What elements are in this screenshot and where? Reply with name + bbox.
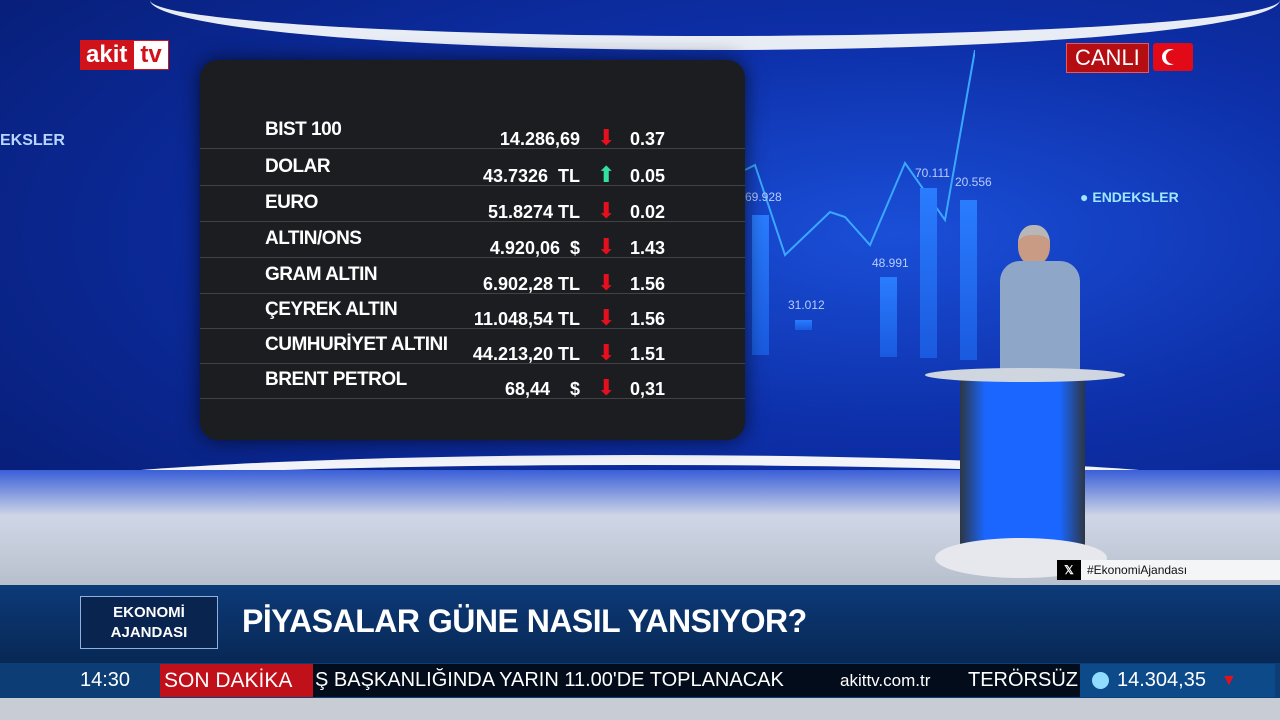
arrow-down-icon: ⬇	[597, 340, 616, 365]
x-logo-icon: 𝕏	[1057, 560, 1081, 580]
market-row: EURO 51.8274 TL ⬇ 0.02	[200, 188, 745, 222]
logo-text-right: tv	[133, 40, 169, 70]
wall-label-left: EKSLER	[0, 132, 65, 149]
instrument-change: 1.43	[630, 238, 666, 258]
market-row: CUMHURİYET ALTINI 44.213,20 TL ⬇ 1.51	[200, 330, 745, 364]
instrument-value: 51.8274 TL	[487, 202, 580, 222]
market-row: BRENT PETROL 68,44 $ ⬇ 0,31	[200, 365, 745, 399]
instrument-name: ALTIN/ONS	[265, 228, 362, 249]
wall-bar-label: 48.991	[872, 256, 909, 270]
ticker-website: akittv.com.tr	[840, 671, 931, 690]
index-box: 14.304,35 ▼	[1080, 664, 1275, 697]
desk-pedestal	[960, 380, 1085, 550]
instrument-name: BIST 100	[265, 119, 342, 140]
index-down-arrow-icon: ▼	[1221, 672, 1237, 689]
program-box: EKONOMİ AJANDASI	[80, 596, 218, 649]
market-row: ALTIN/ONS 4.920,06 $ ⬇ 1.43	[200, 224, 745, 258]
instrument-value: 44.213,20 TL	[472, 344, 580, 364]
wall-bar	[795, 320, 812, 330]
instrument-value: 6.902,28 TL	[482, 274, 580, 294]
lower-third: EKONOMİ AJANDASI PİYASALAR GÜNE NASIL YA…	[0, 585, 1280, 663]
instrument-value: 11.048,54 TL	[473, 309, 580, 329]
instrument-change: 0,31	[630, 379, 666, 399]
floor-light-band	[0, 455, 1280, 495]
instrument-name: CUMHURİYET ALTINI	[265, 334, 448, 355]
arrow-down-icon: ⬇	[597, 270, 616, 295]
arrow-down-icon: ⬇	[597, 198, 616, 223]
arrow-down-icon: ⬇	[597, 234, 616, 259]
wall-bar-label: 20.556	[955, 175, 992, 189]
desk-top	[925, 368, 1125, 382]
market-row: DOLAR 43.7326 TL ⬆ 0.05	[200, 152, 745, 186]
bist-icon	[1092, 672, 1109, 689]
headline: PİYASALAR GÜNE NASIL YANSIYOR?	[242, 603, 807, 639]
wall-label-right: ● ENDEKSLER	[1080, 189, 1179, 205]
live-label: CANLI	[1066, 43, 1149, 73]
instrument-value: 14.286,69	[499, 129, 580, 149]
wall-bar	[920, 188, 937, 358]
presenter	[1000, 225, 1080, 375]
arrow-down-icon: ⬇	[597, 305, 616, 330]
instrument-value: 68,44 $	[504, 379, 580, 399]
wall-bar	[960, 200, 977, 360]
wall-line-chart	[745, 50, 975, 257]
instrument-value: 4.920,06 $	[489, 238, 580, 258]
ticker-next-text: TERÖRSÜZ	[968, 669, 1078, 691]
wall-bar	[752, 215, 769, 355]
wall-bar-label: 70.111	[915, 166, 950, 180]
market-row: GRAM ALTIN 6.902,28 TL ⬇ 1.56	[200, 260, 745, 294]
instrument-name: ÇEYREK ALTIN	[265, 299, 398, 320]
instrument-change: 0.37	[630, 129, 666, 149]
market-row: BIST 100 14.286,69 ⬇ 0.37	[200, 115, 745, 149]
instrument-change: 1.51	[630, 344, 666, 364]
instrument-name: DOLAR	[265, 156, 331, 177]
news-ticker: 14:30 SON DAKİKA Ş BAŞKANLIĞINDA YARIN 1…	[0, 663, 1280, 698]
ticker-news-text: Ş BAŞKANLIĞINDA YARIN 11.00'DE TOPLANACA…	[315, 669, 784, 691]
wall-bar	[880, 277, 897, 357]
bottom-strip	[0, 698, 1280, 720]
instrument-change: 0.02	[630, 202, 666, 222]
logo-text-left: akit	[80, 40, 134, 70]
market-row: ÇEYREK ALTIN 11.048,54 TL ⬇ 1.56	[200, 295, 745, 329]
hashtag-text: #EkonomiAjandası	[1087, 563, 1188, 577]
wall-bar-label: 69.928	[745, 190, 782, 204]
arrow-down-icon: ⬇	[597, 125, 616, 150]
instrument-change: 1.56	[630, 274, 666, 294]
ticker-crawl: Ş BAŞKANLIĞINDA YARIN 11.00'DE TOPLANACA…	[313, 664, 1080, 697]
hashtag-tab: 𝕏 #EkonomiAjandası	[1057, 560, 1280, 580]
index-value: 14.304,35	[1117, 669, 1206, 691]
arrow-down-icon: ⬇	[597, 375, 616, 400]
wall-label-right-text: ENDEKSLER	[1092, 189, 1179, 205]
instrument-change: 0.05	[630, 166, 666, 186]
live-badge: CANLI	[1066, 43, 1193, 73]
program-name-line1: EKONOMİ	[113, 604, 185, 621]
turkish-flag-icon	[1152, 43, 1193, 71]
channel-logo: akit tv	[80, 40, 169, 70]
instrument-name: EURO	[265, 192, 318, 213]
instrument-change: 1.56	[630, 309, 666, 329]
program-name-line2: AJANDASI	[110, 624, 188, 641]
instrument-name: GRAM ALTIN	[265, 264, 378, 285]
arrow-up-icon: ⬆	[597, 162, 616, 187]
ticker-time: 14:30	[80, 669, 131, 691]
wall-bar-label: 31.012	[788, 298, 825, 312]
instrument-name: BRENT PETROL	[265, 369, 407, 390]
instrument-value: 43.7326 TL	[482, 166, 580, 186]
market-board: BIST 100 14.286,69 ⬇ 0.37 DOLAR 43.7326 T…	[200, 60, 745, 440]
breaking-label: SON DAKİKA	[160, 664, 313, 697]
